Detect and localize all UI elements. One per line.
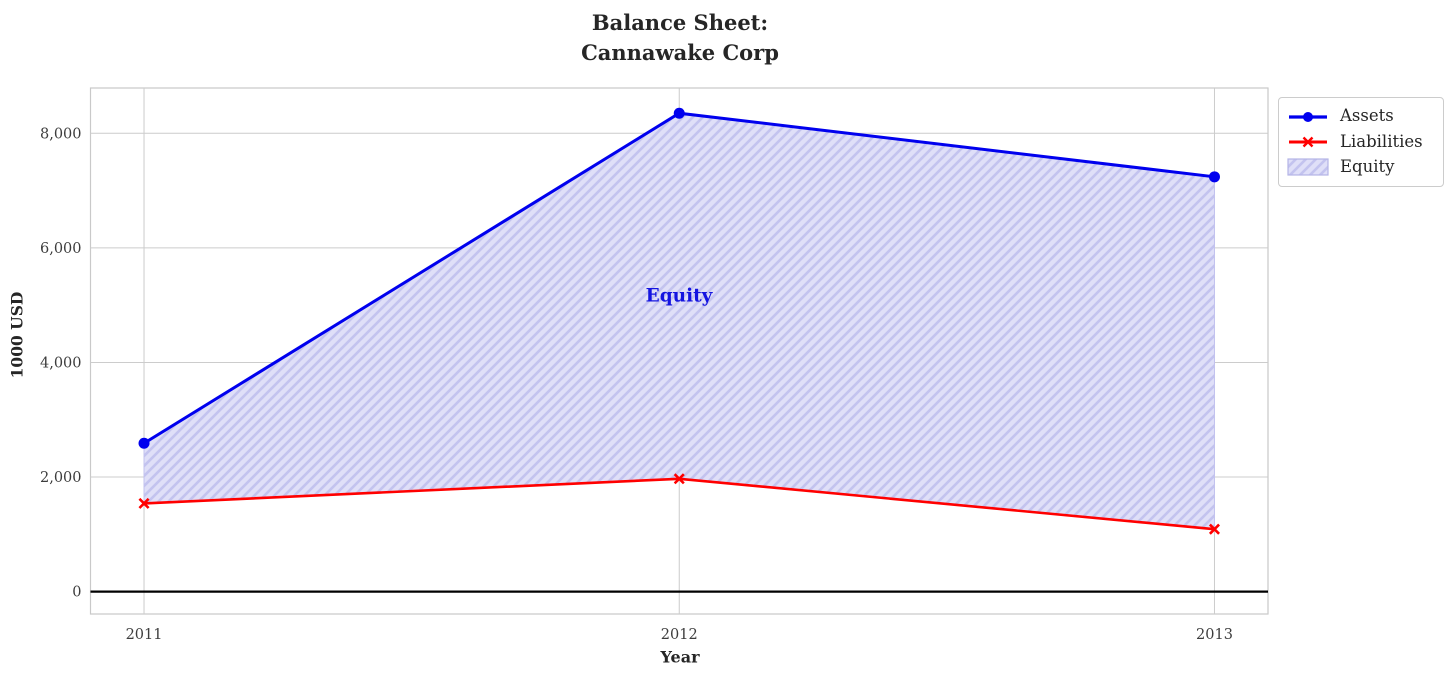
legend-item-equity: Equity <box>1287 155 1435 180</box>
assets-marker <box>138 437 150 449</box>
chart-title: Balance Sheet: Cannawake Corp <box>581 10 779 66</box>
y-tick-label: 8,000 <box>40 126 82 142</box>
equity-area-icon <box>1287 158 1329 176</box>
x-axis-label: Year <box>660 647 700 667</box>
liabilities-marker <box>138 497 150 509</box>
assets-line-icon <box>1289 111 1327 122</box>
equity-area-annotation: Equity <box>645 285 713 307</box>
assets-marker <box>1208 171 1220 183</box>
legend-label-liabilities: Liabilities <box>1340 131 1423 151</box>
legend-item-liabilities: Liabilities <box>1287 129 1435 154</box>
liabilities-marker <box>1208 523 1220 535</box>
x-tick-label: 2012 <box>661 627 698 643</box>
y-tick-label: 6,000 <box>40 241 82 257</box>
liabilities-line-icon <box>1289 136 1327 148</box>
x-tick-label: 2013 <box>1196 627 1233 643</box>
x-tick-label: 2011 <box>126 627 163 643</box>
legend-item-assets: Assets <box>1287 104 1435 129</box>
legend-label-assets: Assets <box>1340 106 1394 126</box>
y-tick-label: 4,000 <box>40 355 82 371</box>
liabilities-marker <box>673 473 685 485</box>
y-tick-label: 2,000 <box>40 470 82 486</box>
y-axis-label: 1000 USD <box>7 291 27 379</box>
legend-label-equity: Equity <box>1340 157 1395 177</box>
legend: Assets Liabilities Equity <box>1278 97 1444 187</box>
assets-marker <box>673 107 685 119</box>
y-tick-label: 0 <box>72 585 81 601</box>
